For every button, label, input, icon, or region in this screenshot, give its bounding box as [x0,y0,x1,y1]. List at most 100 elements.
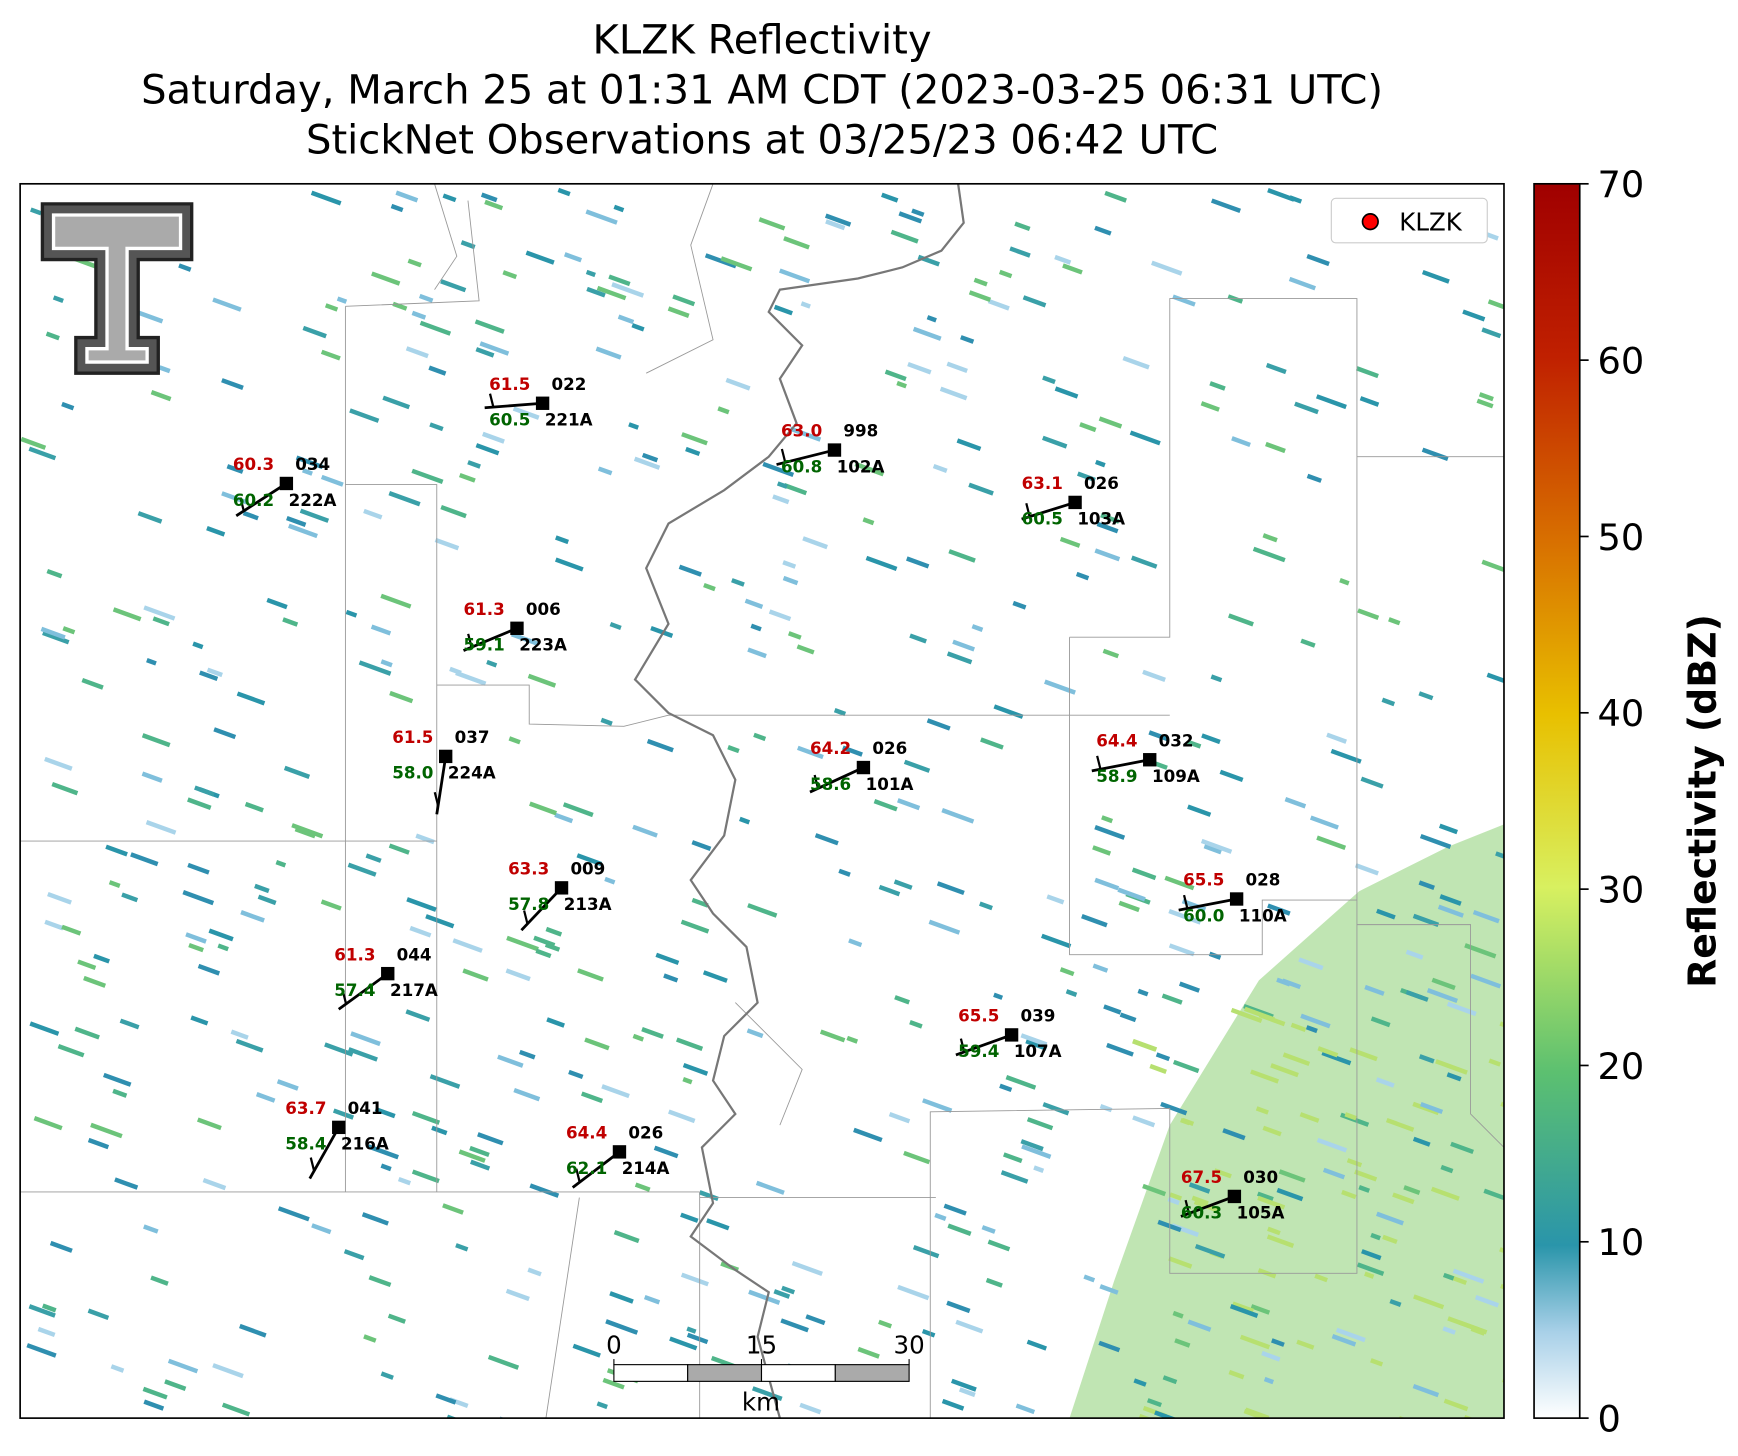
echo [1131,555,1158,569]
echo [1122,355,1150,370]
echo [320,899,342,911]
echo [1200,401,1220,412]
echo [1314,1273,1328,1283]
echo [848,938,863,948]
echo [1412,1383,1440,1398]
pressure: 006 [526,599,561,619]
wind-barb [1178,897,1237,912]
echo [1385,1117,1415,1132]
echo [236,691,266,706]
echo [208,928,234,942]
echo [1186,739,1202,749]
echo [395,190,419,203]
echo [725,377,751,391]
echo [142,1386,168,1400]
echo [1213,1168,1232,1179]
echo [1299,1112,1320,1123]
temperature: 64.4 [566,1123,607,1143]
echo [1228,1369,1245,1380]
echo [288,523,318,539]
echo [388,491,421,507]
echo [1263,1376,1274,1385]
echo [368,1275,392,1288]
echo [894,995,910,1005]
station-marker [1004,1028,1019,1042]
echo [1168,908,1202,925]
echo [257,894,277,906]
echo [609,1291,634,1304]
echo [932,463,948,473]
echo [276,1079,299,1091]
echo [608,274,631,287]
station-id: 221A [545,410,593,430]
echo [926,718,951,731]
echo [1501,1377,1504,1394]
pressure: 009 [570,858,605,878]
echo [1075,571,1090,581]
echo [1335,1327,1366,1343]
echo [374,1106,396,1119]
echo [239,1323,267,1338]
echo [452,938,483,953]
echo [928,919,961,935]
echo [747,903,778,918]
echo [349,408,380,423]
echo [411,310,427,320]
echo [1358,1185,1370,1193]
echo [506,935,539,952]
echo [939,386,968,401]
echo [993,992,1004,1000]
pressure: 026 [1084,473,1119,493]
echo [487,1354,520,1370]
echo [533,935,556,948]
echo [1042,375,1056,385]
pressure: 032 [1159,730,1194,750]
echo [1003,1152,1023,1164]
echo [480,192,498,203]
map-frame [19,182,1505,1419]
echo [1188,1182,1211,1194]
echo [1440,1164,1454,1174]
echo [617,314,635,325]
echo [979,901,993,911]
echo [295,455,324,470]
echo [202,1177,227,1191]
echo [141,733,171,748]
echo [332,1108,355,1120]
echo [800,301,811,309]
echo [411,1169,440,1184]
echo [158,365,171,374]
echo [833,708,847,717]
echo [187,862,210,875]
echo [212,1363,244,1379]
echo [136,310,164,324]
pressure: 037 [455,727,490,747]
echo [611,282,645,298]
echo [1437,904,1464,918]
pressure: 044 [397,944,432,964]
echo [1133,1378,1147,1387]
echo [190,1015,209,1026]
echo [1300,1013,1331,1029]
echo [1092,845,1112,856]
echo [1101,815,1113,824]
echo [388,843,410,855]
echo [702,970,728,983]
echo [1462,309,1486,322]
colorbar-tick-label: 10 [1598,1221,1645,1264]
echo [680,1212,699,1223]
echo [1094,225,1112,236]
echo [1446,1072,1462,1082]
echo [731,578,745,587]
echo [469,1145,490,1158]
echo [1364,984,1385,996]
echo [470,1159,491,1171]
echo [596,1401,608,1410]
station-marker [554,881,569,895]
echo [62,626,76,635]
echo [93,953,110,964]
echo [150,390,172,402]
echo [477,1132,504,1146]
echo [1154,1410,1181,1419]
